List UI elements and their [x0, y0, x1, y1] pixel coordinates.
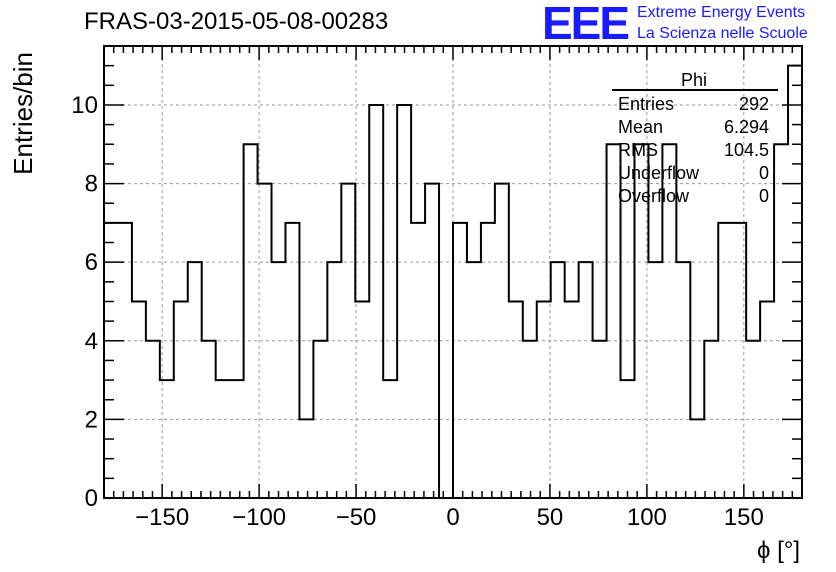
stats-row-label: Entries: [618, 94, 674, 114]
stats-row-label: Overflow: [618, 186, 690, 206]
y-tick-label: 6: [85, 249, 98, 276]
stats-row-value: 0: [759, 163, 769, 183]
stats-title: Phi: [681, 70, 707, 90]
stats-row-label: Mean: [618, 117, 663, 137]
x-tick-label: 50: [537, 504, 564, 531]
x-tick-label: −50: [336, 504, 377, 531]
run-title: FRAS-03-2015-05-08-00283: [84, 8, 389, 35]
axis-ticks: [104, 46, 802, 499]
x-tick-label: −100: [232, 504, 286, 531]
y-tick-label: 0: [85, 485, 98, 512]
y-tick-label: 2: [85, 406, 98, 433]
x-tick-label: −150: [135, 504, 189, 531]
y-tick-label: 8: [85, 171, 98, 198]
x-tick-label: 150: [724, 504, 764, 531]
x-tick-labels: −150 −100 −50 0 50 100 150: [135, 504, 764, 531]
eee-logo-line1: Extreme Energy Events: [637, 4, 806, 21]
stats-row-value: 104.5: [724, 140, 769, 160]
stats-box: Phi Entries 292 Mean 6.294 RMS 104.5 Underflow…: [612, 70, 778, 206]
y-tick-labels: 0 2 4 6 8 10: [71, 92, 98, 512]
stats-row-label: Underflow: [618, 163, 700, 183]
histogram-line: [103, 64, 803, 499]
eee-logo-line2: La Scienza nelle Scuole: [637, 25, 808, 42]
stats-row-value: 292: [739, 94, 769, 114]
y-tick-label: 4: [85, 328, 98, 355]
y-axis-label: Entries/bin: [8, 52, 38, 175]
stats-row-label: RMS: [618, 140, 658, 160]
x-tick-label: 0: [446, 504, 459, 531]
x-tick-label: 100: [627, 504, 667, 531]
stats-row-value: 0: [759, 186, 769, 206]
y-tick-label: 10: [71, 92, 98, 119]
stats-row-value: 6.294: [724, 117, 769, 137]
eee-logo: EEE: [542, 0, 630, 49]
x-axis-label: ϕ [°]: [757, 537, 800, 564]
